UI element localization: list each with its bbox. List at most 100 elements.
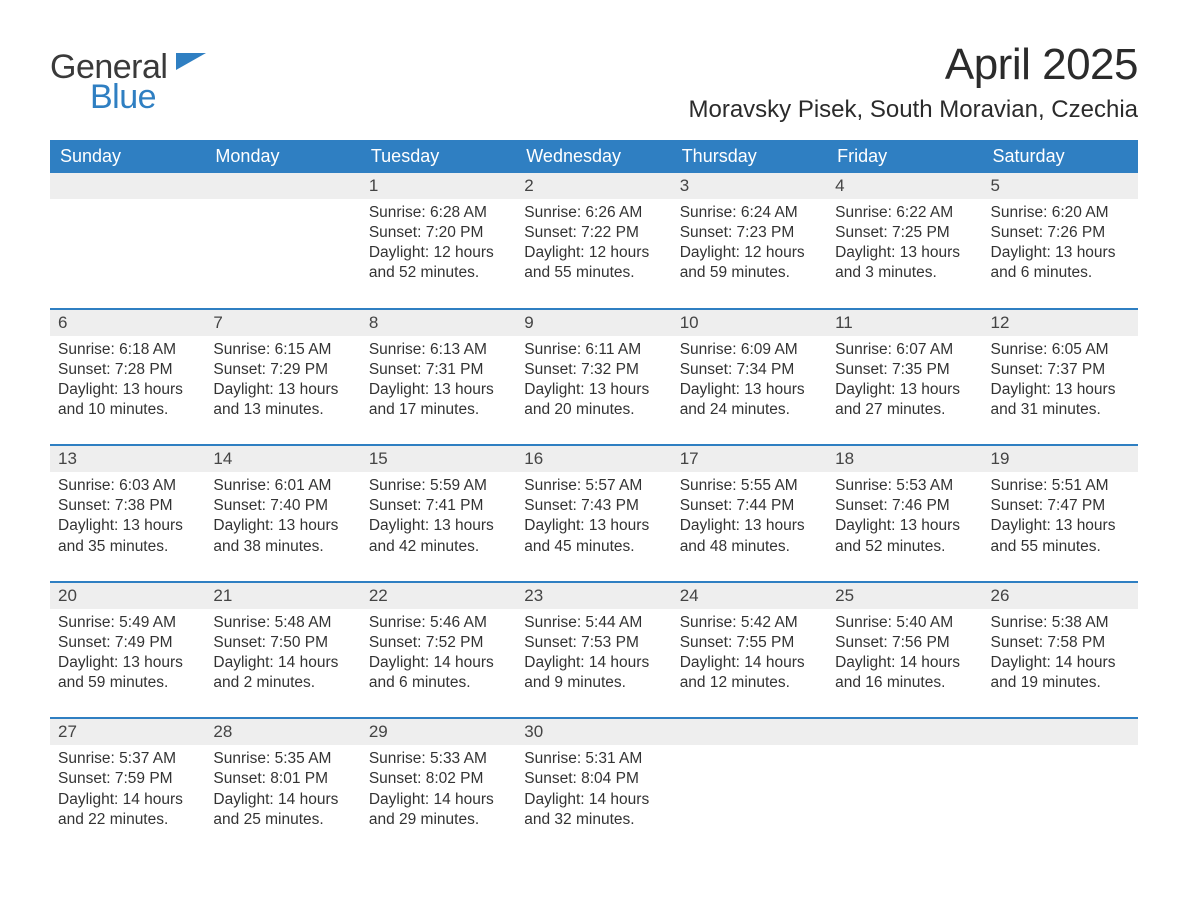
sunrise-line: Sunrise: 6:07 AM [835, 340, 974, 360]
calendar-cell: 5Sunrise: 6:20 AMSunset: 7:26 PMDaylight… [983, 173, 1138, 309]
daylight-line: Daylight: 14 hours and 29 minutes. [369, 790, 508, 830]
day-body: Sunrise: 6:15 AMSunset: 7:29 PMDaylight:… [205, 336, 360, 445]
calendar-week-row: 13Sunrise: 6:03 AMSunset: 7:38 PMDayligh… [50, 445, 1138, 582]
daylight-line: Daylight: 14 hours and 12 minutes. [680, 653, 819, 693]
day-body [827, 745, 982, 835]
sunset-line: Sunset: 7:58 PM [991, 633, 1130, 653]
calendar-cell: 24Sunrise: 5:42 AMSunset: 7:55 PMDayligh… [672, 582, 827, 719]
day-number: 28 [205, 719, 360, 745]
day-body: Sunrise: 6:22 AMSunset: 7:25 PMDaylight:… [827, 199, 982, 308]
day-number: 13 [50, 446, 205, 472]
sunrise-line: Sunrise: 5:53 AM [835, 476, 974, 496]
day-body: Sunrise: 6:11 AMSunset: 7:32 PMDaylight:… [516, 336, 671, 445]
day-body [50, 199, 205, 289]
day-number: 2 [516, 173, 671, 199]
day-body: Sunrise: 5:55 AMSunset: 7:44 PMDaylight:… [672, 472, 827, 581]
sunrise-line: Sunrise: 6:15 AM [213, 340, 352, 360]
day-body: Sunrise: 5:38 AMSunset: 7:58 PMDaylight:… [983, 609, 1138, 718]
sunset-line: Sunset: 7:46 PM [835, 496, 974, 516]
sunset-line: Sunset: 7:37 PM [991, 360, 1130, 380]
day-number: 19 [983, 446, 1138, 472]
sunrise-line: Sunrise: 5:31 AM [524, 749, 663, 769]
day-number: 24 [672, 583, 827, 609]
sunrise-line: Sunrise: 5:57 AM [524, 476, 663, 496]
day-number: 14 [205, 446, 360, 472]
daylight-line: Daylight: 14 hours and 19 minutes. [991, 653, 1130, 693]
calendar-cell: 20Sunrise: 5:49 AMSunset: 7:49 PMDayligh… [50, 582, 205, 719]
day-body [983, 745, 1138, 835]
day-body: Sunrise: 6:26 AMSunset: 7:22 PMDaylight:… [516, 199, 671, 308]
day-number: 23 [516, 583, 671, 609]
calendar-cell: 13Sunrise: 6:03 AMSunset: 7:38 PMDayligh… [50, 445, 205, 582]
daylight-line: Daylight: 13 hours and 6 minutes. [991, 243, 1130, 283]
day-number: 25 [827, 583, 982, 609]
day-number: 17 [672, 446, 827, 472]
sunset-line: Sunset: 7:41 PM [369, 496, 508, 516]
sunset-line: Sunset: 8:02 PM [369, 769, 508, 789]
daylight-line: Daylight: 13 hours and 31 minutes. [991, 380, 1130, 420]
sunrise-line: Sunrise: 5:46 AM [369, 613, 508, 633]
calendar-cell: 30Sunrise: 5:31 AMSunset: 8:04 PMDayligh… [516, 718, 671, 854]
day-number: 29 [361, 719, 516, 745]
sunrise-line: Sunrise: 6:18 AM [58, 340, 197, 360]
day-body: Sunrise: 5:35 AMSunset: 8:01 PMDaylight:… [205, 745, 360, 854]
sunrise-line: Sunrise: 6:05 AM [991, 340, 1130, 360]
calendar-cell: 22Sunrise: 5:46 AMSunset: 7:52 PMDayligh… [361, 582, 516, 719]
calendar-cell: 4Sunrise: 6:22 AMSunset: 7:25 PMDaylight… [827, 173, 982, 309]
header: General Blue April 2025 Moravsky Pisek, … [50, 40, 1138, 134]
calendar-cell: 7Sunrise: 6:15 AMSunset: 7:29 PMDaylight… [205, 309, 360, 446]
sunset-line: Sunset: 7:49 PM [58, 633, 197, 653]
sunset-line: Sunset: 7:44 PM [680, 496, 819, 516]
sunrise-line: Sunrise: 6:20 AM [991, 203, 1130, 223]
calendar-cell: 10Sunrise: 6:09 AMSunset: 7:34 PMDayligh… [672, 309, 827, 446]
calendar-cell: 23Sunrise: 5:44 AMSunset: 7:53 PMDayligh… [516, 582, 671, 719]
dow-header: Saturday [983, 140, 1138, 173]
dow-header: Monday [205, 140, 360, 173]
calendar-cell: 8Sunrise: 6:13 AMSunset: 7:31 PMDaylight… [361, 309, 516, 446]
day-body: Sunrise: 5:40 AMSunset: 7:56 PMDaylight:… [827, 609, 982, 718]
sunrise-line: Sunrise: 5:55 AM [680, 476, 819, 496]
flag-icon [176, 50, 206, 77]
day-number: 5 [983, 173, 1138, 199]
sunrise-line: Sunrise: 6:13 AM [369, 340, 508, 360]
day-number: 21 [205, 583, 360, 609]
calendar-cell-blank [205, 173, 360, 309]
day-body: Sunrise: 5:37 AMSunset: 7:59 PMDaylight:… [50, 745, 205, 854]
day-body: Sunrise: 6:13 AMSunset: 7:31 PMDaylight:… [361, 336, 516, 445]
calendar-cell-blank [50, 173, 205, 309]
calendar-cell: 17Sunrise: 5:55 AMSunset: 7:44 PMDayligh… [672, 445, 827, 582]
dow-header: Thursday [672, 140, 827, 173]
day-body: Sunrise: 5:57 AMSunset: 7:43 PMDaylight:… [516, 472, 671, 581]
brand-logo: General Blue [50, 40, 206, 114]
daylight-line: Daylight: 13 hours and 3 minutes. [835, 243, 974, 283]
daylight-line: Daylight: 13 hours and 35 minutes. [58, 516, 197, 556]
day-body: Sunrise: 6:24 AMSunset: 7:23 PMDaylight:… [672, 199, 827, 308]
daylight-line: Daylight: 13 hours and 13 minutes. [213, 380, 352, 420]
day-body: Sunrise: 6:01 AMSunset: 7:40 PMDaylight:… [205, 472, 360, 581]
sunset-line: Sunset: 7:31 PM [369, 360, 508, 380]
calendar-week-row: 27Sunrise: 5:37 AMSunset: 7:59 PMDayligh… [50, 718, 1138, 854]
day-number: 16 [516, 446, 671, 472]
day-number: 6 [50, 310, 205, 336]
calendar-cell: 21Sunrise: 5:48 AMSunset: 7:50 PMDayligh… [205, 582, 360, 719]
day-number: 8 [361, 310, 516, 336]
location-subtitle: Moravsky Pisek, South Moravian, Czechia [688, 96, 1138, 124]
calendar-cell: 9Sunrise: 6:11 AMSunset: 7:32 PMDaylight… [516, 309, 671, 446]
calendar-cell: 16Sunrise: 5:57 AMSunset: 7:43 PMDayligh… [516, 445, 671, 582]
sunset-line: Sunset: 7:20 PM [369, 223, 508, 243]
daylight-line: Daylight: 14 hours and 22 minutes. [58, 790, 197, 830]
daylight-line: Daylight: 13 hours and 27 minutes. [835, 380, 974, 420]
sunrise-line: Sunrise: 6:24 AM [680, 203, 819, 223]
sunrise-line: Sunrise: 5:37 AM [58, 749, 197, 769]
dow-header: Tuesday [361, 140, 516, 173]
sunset-line: Sunset: 8:01 PM [213, 769, 352, 789]
daylight-line: Daylight: 13 hours and 38 minutes. [213, 516, 352, 556]
sunrise-line: Sunrise: 5:38 AM [991, 613, 1130, 633]
day-number: 3 [672, 173, 827, 199]
day-body: Sunrise: 5:59 AMSunset: 7:41 PMDaylight:… [361, 472, 516, 581]
sunrise-line: Sunrise: 5:51 AM [991, 476, 1130, 496]
day-body: Sunrise: 5:49 AMSunset: 7:49 PMDaylight:… [50, 609, 205, 718]
dow-header: Wednesday [516, 140, 671, 173]
sunrise-line: Sunrise: 5:48 AM [213, 613, 352, 633]
daylight-line: Daylight: 12 hours and 55 minutes. [524, 243, 663, 283]
